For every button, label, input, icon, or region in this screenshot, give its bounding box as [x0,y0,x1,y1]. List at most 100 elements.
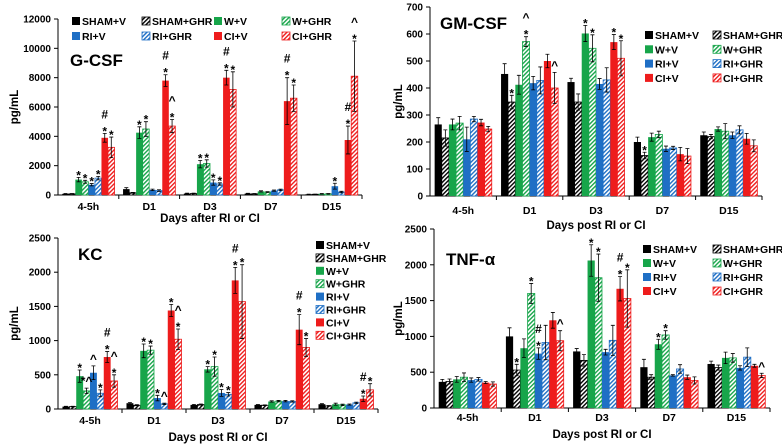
bar-w-v-d1 [520,348,528,408]
error-bar [678,364,683,374]
error-bar [502,63,507,85]
y-tick-label: 400 [406,84,423,95]
significance-mark: * [361,387,366,401]
error-bar [531,75,536,91]
bar-ri-v-d7 [270,190,278,195]
bar-w-v-4-5h [453,379,461,408]
error-bar [163,74,168,87]
error-bar [723,351,728,365]
significance-mark: * [205,358,210,372]
y-tick-label: 4000 [29,132,52,143]
legend-label: CI+V [653,286,677,298]
error-bar [265,191,270,193]
error-bar [464,126,469,152]
bar-ci-ghr-d15 [757,375,766,409]
legend-item: RI+V [72,31,106,43]
bar-w-ghr-d3 [203,163,211,196]
significance-mark: * [590,26,595,40]
error-bar [752,363,757,368]
significance-mark: * [618,268,623,282]
error-bar [649,132,654,142]
legend-label: RI+GHR [152,31,192,43]
error-bar [352,40,357,112]
significance-mark: * [83,171,88,185]
legend-item: CI+V [643,286,677,298]
significance-mark: * [105,343,110,357]
error-bar [457,115,462,131]
error-bar [204,159,209,168]
y-tick-label: 8000 [29,73,52,84]
error-bar [709,360,714,368]
y-tick-label: 10000 [23,44,51,55]
error-bar [685,148,690,164]
error-bar [641,358,646,376]
bar-ci-ghr-4-5h [484,128,493,197]
bar-sham-v-4-5h [62,406,70,409]
bar-ci-v-d1 [549,320,557,408]
bar-w-ghr-d1 [146,349,155,410]
error-bar [191,192,196,195]
error-bar [509,94,514,110]
significance-mark: * [619,32,624,46]
x-axis-label: Days post RI or CI [168,432,267,444]
bar-w-v-d3 [581,33,589,197]
bar-w-v-d1 [136,132,143,195]
bar-sham-ghr-d15 [714,367,723,409]
bar-w-v-4-5h [448,124,457,196]
bar-ci-ghr-d1 [168,125,176,196]
significance-mark: * [170,110,175,124]
error-bar [230,71,235,108]
significance-mark: * [642,143,647,157]
error-bar [269,400,274,403]
y-axis-label: pg/mL [9,90,21,125]
significance-mark: # [360,370,367,384]
error-bar [226,392,231,397]
bar-w-v-d7 [654,344,662,408]
error-bar [150,188,155,191]
chart-title: G-CSF [70,51,123,70]
error-bar [63,193,68,195]
bar-ci-v-d7 [283,101,291,195]
y-axis-label: pg/mL [393,301,405,336]
bar-sham-ghr-d1 [507,101,516,197]
error-bar [678,147,683,162]
error-bar [77,369,82,383]
error-bar [744,132,749,145]
significance-mark: ^ [161,389,168,403]
y-tick-label: 1500 [405,296,428,307]
legend-swatch [712,244,722,254]
bar-ri-v-d3 [602,352,610,408]
bar-w-ghr-4-5h [455,122,464,197]
error-bar [642,151,647,160]
error-bar [339,190,344,194]
bar-w-v-4-5h [75,179,82,195]
error-bar [198,160,203,169]
significance-mark: # [101,107,108,121]
bar-ci-v-d15 [344,140,352,195]
bar-sham-v-4-5h [438,381,446,408]
significance-mark: * [346,117,351,131]
error-bar [454,376,459,383]
legend-swatch [712,30,722,40]
significance-mark: * [224,61,229,75]
error-bar [134,404,139,407]
error-bar [137,126,142,139]
chart-title: GM-CSF [440,14,507,33]
x-tick-label: D3 [589,205,603,217]
legend-label: RI+V [655,59,679,71]
significance-mark: * [96,167,101,181]
error-bar [283,400,288,403]
legend-swatch [141,16,151,26]
bar-sham-ghr-d3 [574,101,583,197]
error-bar [574,348,579,355]
legend-label: SHAM+V [653,244,697,256]
legend-item: RI+GHR [712,59,763,71]
bar-ri-ghr-d15 [735,129,744,197]
legend-item: SHAM+V [316,240,370,252]
error-bar [102,133,107,143]
error-bar [618,276,623,302]
significance-mark: ^ [169,93,176,107]
bar-sham-ghr-d7 [640,155,649,197]
error-bar [252,193,257,195]
significance-mark: * [148,337,153,351]
